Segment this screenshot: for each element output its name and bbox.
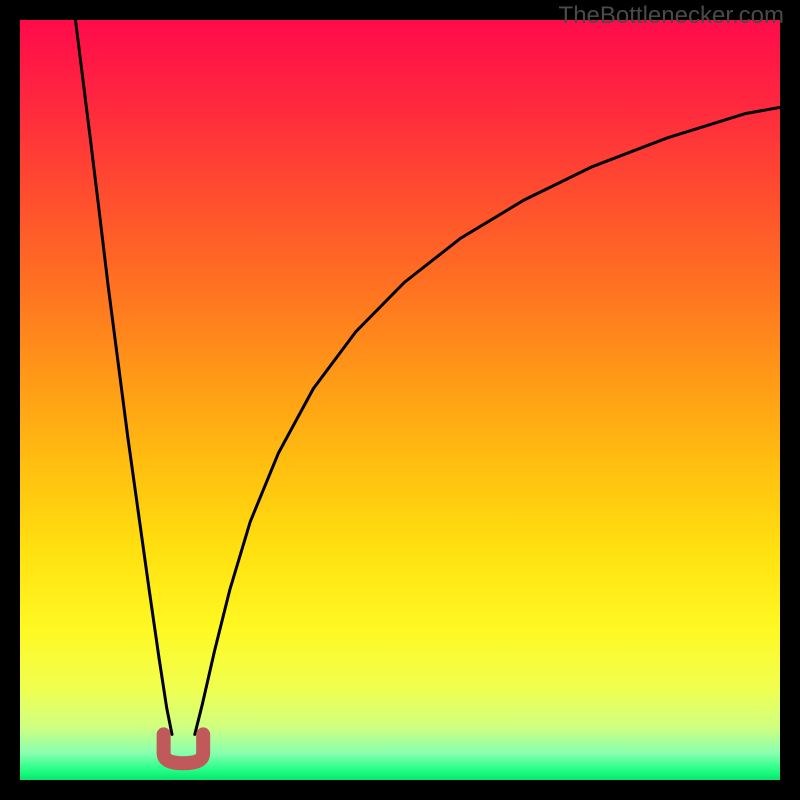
- chart-plot-area: [20, 20, 780, 780]
- watermark-text: TheBottlenecker.com: [559, 2, 784, 30]
- gradient-background: [20, 20, 780, 780]
